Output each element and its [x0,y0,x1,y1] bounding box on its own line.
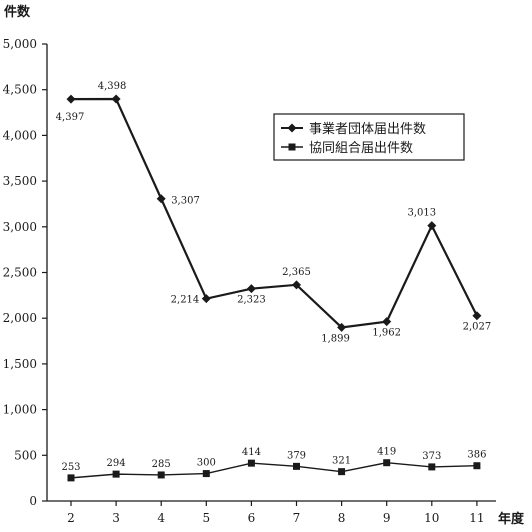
series-group: 4,397 4,398 3,307 2,214 2,323 2,365 1,899 1,962… [56,81,492,482]
legend-label-series-1: 事業者団体届出件数 [309,121,426,137]
x-tick-label: 9 [383,511,391,525]
y-tick-label: 500 [14,448,37,462]
series-1-line [70,97,478,329]
series-1-point [382,317,392,327]
series-2-point [338,468,346,476]
x-tick-label: 2 [67,511,75,525]
series-2-data-label: 253 [61,462,80,473]
series-2-point [157,471,165,479]
series-2-data-label: 386 [467,450,486,461]
series-2-data-label: 373 [422,451,441,462]
series-2-data-label: 294 [107,458,126,469]
x-tick-label: 6 [248,511,256,525]
series-2-data-label: 379 [287,450,306,461]
series-2-point [293,462,300,470]
series-2-data-label: 300 [197,458,216,469]
x-axis-ticks: 2 3 4 5 6 7 8 9 10 11 [67,501,485,525]
y-tick-label: 2,000 [3,311,37,325]
y-tick-label: 3,000 [3,220,37,234]
series-1-data-label: 1,962 [372,328,401,339]
series-2-data-label: 321 [332,456,351,467]
series-1-data-label: 2,365 [282,267,311,278]
series-2-data-label: 414 [242,447,261,458]
legend-label-series-2: 協同組合届出件数 [309,141,413,156]
series-2-point [473,462,481,470]
series-1-point [292,280,301,290]
x-axis-unit-label: 年度 [498,511,525,527]
y-tick-label: 1,000 [3,403,37,417]
legend-marker-series-2 [288,143,296,151]
legend-marker-series-1 [287,123,297,133]
series-2-point [428,463,436,471]
x-tick-label: 8 [338,511,346,525]
series-1-data-label: 1,899 [321,333,350,344]
series-2-line [70,461,477,479]
legend: 事業者団体届出件数 協同組合届出件数 [273,113,465,161]
series-1-point [111,94,121,104]
y-axis-unit-label: 件数 [4,4,31,20]
legend-box [273,113,465,161]
y-axis-ticks: 0 500 1,000 1,500 2,000 2,500 3,000 3,500 4,000 4… [3,37,47,508]
series-1-data-label: 3,013 [407,208,436,219]
series-1-point [66,94,76,104]
series-1-point [201,294,211,304]
series-1-data-label: 2,323 [237,295,266,306]
series-1-data-label: 2,214 [171,295,200,306]
x-tick-label: 7 [293,511,301,525]
series-1-point [156,194,166,204]
y-tick-label: 1,500 [3,357,37,371]
y-tick-label: 2,500 [3,266,37,280]
series-2-point [67,474,75,482]
x-tick-label: 3 [112,511,120,525]
series-2-point [247,459,255,467]
series-1-point [472,311,482,321]
series-1-point [427,221,437,231]
series-1-data-label: 4,398 [98,81,127,92]
series-1-point [337,322,347,332]
series-1-data-label: 3,307 [171,196,200,207]
series-1-data-label: 2,027 [463,322,492,333]
x-tick-label: 10 [424,511,439,525]
y-tick-label: 4,500 [3,83,37,97]
y-tick-label: 4,000 [3,128,37,142]
y-tick-label: 5,000 [3,37,37,51]
series-2-point [112,470,120,478]
series-2-data-label: 419 [377,447,396,458]
x-tick-label: 5 [202,511,210,525]
series-1-data-label: 4,397 [56,112,85,123]
x-tick-label: 4 [157,511,165,525]
y-tick-label: 3,500 [3,174,37,188]
series-2-data-label: 285 [152,459,171,470]
series-2-point [383,459,391,467]
x-tick-label: 11 [469,511,484,525]
series-1-point [246,284,256,294]
series-2-point [202,470,210,478]
y-tick-label: 0 [29,494,37,508]
